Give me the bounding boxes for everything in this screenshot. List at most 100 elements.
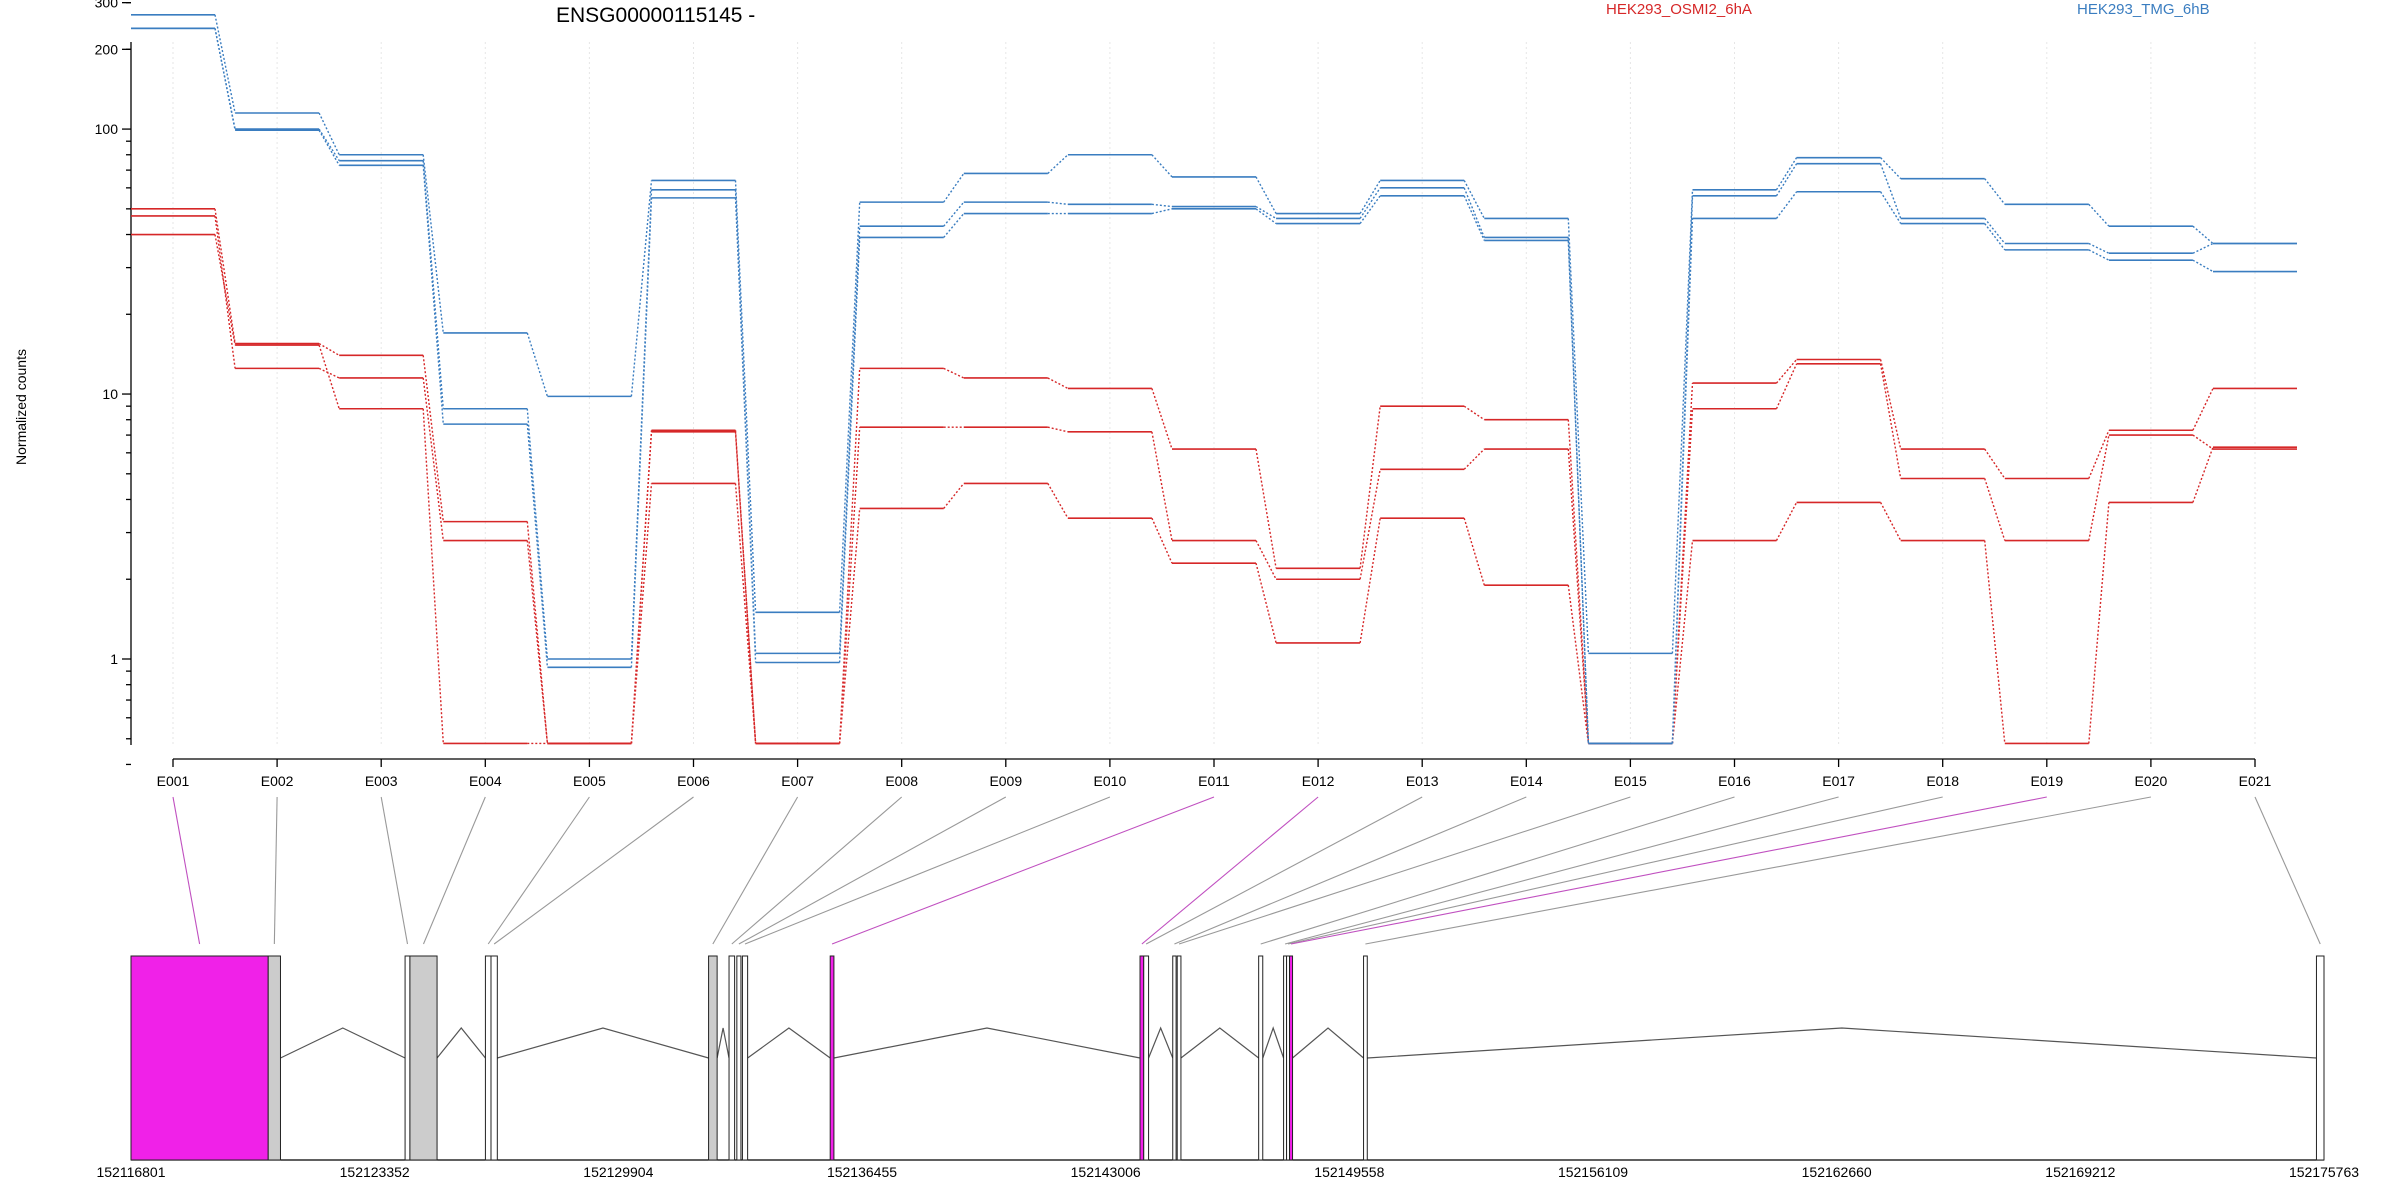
series-line — [131, 215, 2297, 745]
series-connector — [1047, 426, 1069, 433]
x-tick-label: E008 — [885, 773, 918, 789]
series-connector — [214, 234, 236, 346]
y-tick-label: 100 — [95, 121, 119, 137]
series-connector — [1047, 154, 1069, 174]
series-connector — [1775, 359, 1798, 384]
series-connector — [526, 521, 549, 744]
exon-connector-E011 — [831, 796, 1215, 945]
x-tick-label: E007 — [781, 773, 814, 789]
series-connector — [1671, 218, 1694, 744]
series-connector — [1775, 363, 1798, 410]
series-connector — [1047, 483, 1069, 519]
series-connector — [1567, 449, 1590, 744]
exon-box-E005 — [484, 955, 492, 1161]
coordinate-label: 152149558 — [1314, 1164, 1384, 1180]
series-connector — [1151, 154, 1173, 178]
series-connector — [2088, 429, 2110, 479]
x-tick-label: E004 — [469, 773, 502, 789]
intron — [716, 1027, 730, 1059]
exon-connector-E008 — [731, 796, 903, 945]
series-connector — [526, 540, 549, 744]
exon-connector-E021 — [2254, 796, 2321, 945]
series-connector — [1567, 585, 1590, 744]
series-connector — [214, 215, 236, 369]
series-connector — [2088, 249, 2110, 261]
x-tick-label: E006 — [677, 773, 710, 789]
intron — [280, 1027, 406, 1059]
series-connector — [1567, 240, 1590, 744]
exon-connector-E003 — [380, 796, 409, 945]
series-connector — [214, 28, 236, 131]
series-connector — [2192, 259, 2214, 273]
series-connector — [630, 180, 653, 397]
intron — [436, 1027, 486, 1059]
series-connector — [1359, 469, 1381, 580]
series-connector — [1255, 562, 1277, 644]
exon-connector-E015 — [1178, 796, 1631, 945]
series-line — [131, 27, 2297, 745]
exon-box-E007 — [708, 955, 718, 1161]
series-connector — [1671, 189, 1694, 654]
x-tick-label: E003 — [365, 773, 398, 789]
series-lines — [131, 13, 2297, 745]
exon-connector-E005 — [487, 796, 590, 945]
series-connector — [1671, 540, 1694, 744]
x-tick-label: E020 — [2135, 773, 2168, 789]
series-connector — [1984, 540, 2006, 744]
series-connector — [838, 202, 861, 613]
exon-box-E013 — [1143, 955, 1150, 1161]
series-connector — [422, 377, 444, 541]
exon-connector-E018 — [1287, 796, 1943, 945]
exon-connector-E019 — [1290, 796, 2047, 945]
series-connector — [1984, 478, 2006, 541]
x-tick-label: E014 — [1510, 773, 1543, 789]
x-tick-label: E016 — [1718, 773, 1751, 789]
chart-title: ENSG00000115145 - — [556, 4, 755, 27]
intron — [747, 1027, 831, 1059]
series-connector — [1775, 502, 1798, 541]
series-connector — [1255, 540, 1277, 580]
series-connector — [1359, 195, 1381, 224]
series-connector — [1775, 157, 1798, 191]
series-line — [131, 27, 2297, 745]
series-connector — [1359, 406, 1381, 569]
series-connector — [734, 483, 757, 744]
series-connector — [1463, 517, 1485, 586]
coordinate-label: 152169212 — [2045, 1164, 2115, 1180]
series-connector — [318, 344, 340, 409]
series-connector — [422, 165, 444, 425]
coordinate-label: 152162660 — [1802, 1164, 1872, 1180]
series-connector — [214, 28, 236, 130]
series-connector — [2088, 434, 2110, 541]
x-tick-label: E013 — [1406, 773, 1439, 789]
coordinate-label: 152156109 — [1558, 1164, 1628, 1180]
series-connector — [1151, 517, 1173, 564]
x-tick-label: E001 — [157, 773, 190, 789]
intron — [1148, 1026, 1174, 1059]
legend-entry-tmg: HEK293_TMG_6hB — [2077, 1, 2210, 18]
series-connector — [1775, 191, 1798, 219]
exon-connector-E017 — [1284, 796, 1839, 945]
series-connector — [526, 424, 549, 668]
exon-box-E015 — [1176, 955, 1182, 1161]
coordinate-label: 152123352 — [340, 1164, 410, 1180]
intron — [833, 1027, 1141, 1059]
series-connector — [734, 180, 757, 613]
series-connector — [1151, 208, 1173, 215]
series-connector — [1463, 405, 1485, 421]
exon-box-E008 — [728, 955, 736, 1161]
series-connector — [943, 213, 965, 238]
series-connector — [318, 129, 340, 166]
exon-connector-E004 — [422, 796, 486, 945]
intron — [1367, 1027, 2317, 1059]
exon-box-E010 — [741, 955, 749, 1161]
legend-entry-osmi2: HEK293_OSMI2_6hA — [1606, 1, 1752, 18]
coordinate-label: 152143006 — [1071, 1164, 1141, 1180]
intron — [497, 1027, 709, 1059]
exon-box-E021 — [2315, 955, 2325, 1161]
series-connector — [1984, 178, 2006, 205]
exon-connector-E013 — [1145, 796, 1423, 945]
exon-box-E014 — [1172, 955, 1177, 1161]
series-connector — [2192, 434, 2214, 450]
